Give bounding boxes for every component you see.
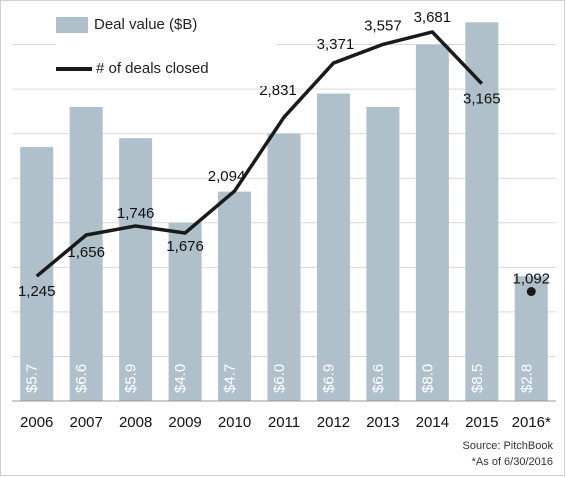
bar-label-2006: $5.7 (24, 364, 41, 393)
line-label-2006: 1,245 (18, 283, 56, 300)
line-label-2016*: 1,092 (512, 271, 550, 288)
legend-swatch-line (56, 66, 92, 71)
bar-2014 (415, 44, 449, 402)
bar-2009 (168, 222, 202, 401)
bar-2011 (267, 133, 301, 401)
line-label-2008: 1,746 (117, 205, 155, 222)
x-tick-label-2006: 2006 (20, 414, 53, 431)
legend-item-deal-value: Deal value ($B) (56, 16, 197, 33)
line-label-2011: 2,831 (259, 82, 297, 99)
x-tick-label-2012: 2012 (317, 414, 350, 431)
bar-label-2012: $6.9 (320, 364, 337, 393)
bar-label-2010: $4.7 (222, 364, 239, 393)
bar-2013 (366, 106, 400, 401)
asof-note: *As of 6/30/2016 (471, 456, 553, 468)
bar-label-2007: $6.6 (73, 364, 90, 393)
line-label-2010: 2,094 (208, 168, 246, 185)
x-tick-label-2010: 2010 (218, 414, 251, 431)
x-tick-label-2011: 2011 (268, 414, 300, 431)
bar-2010 (218, 191, 252, 401)
bar-label-2015: $8.5 (469, 364, 486, 393)
x-tick-label-2008: 2008 (119, 414, 152, 431)
x-tick-label-2016*: 2016* (512, 414, 551, 431)
bar-2008 (119, 138, 153, 401)
bar-label-2016*: $2.8 (518, 364, 535, 393)
x-tick-label-2014: 2014 (416, 414, 449, 431)
legend-item-deals-closed: # of deals closed (56, 60, 209, 77)
legend-label-deals-closed: # of deals closed (96, 60, 209, 77)
legend-label-deal-value: Deal value ($B) (94, 16, 198, 33)
source-note: Source: PitchBook (462, 440, 554, 452)
line-label-2012: 3,371 (317, 36, 355, 53)
bar-label-2011: $6.0 (271, 364, 288, 393)
line-label-2014: 3,681 (414, 9, 452, 26)
bar-2012 (316, 93, 350, 402)
bar-label-2008: $5.9 (123, 364, 140, 393)
line-label-2015: 3,165 (463, 91, 501, 108)
line-label-2009: 1,676 (166, 238, 204, 255)
bar-label-2014: $8.0 (419, 364, 436, 393)
bar-2016* (514, 276, 548, 401)
x-tick-label-2013: 2013 (366, 414, 399, 431)
line-label-2013: 3,557 (364, 17, 402, 34)
x-tick-label-2009: 2009 (168, 414, 201, 431)
bar-2007 (69, 106, 103, 401)
deals-closed-dot-2016 (526, 287, 536, 297)
x-tick-label-2015: 2015 (465, 414, 498, 431)
bar-label-2009: $4.0 (172, 364, 189, 393)
bar-label-2013: $6.6 (370, 364, 387, 393)
legend: Deal value ($B) # of deals closed (56, 14, 276, 86)
deals-closed-line (35, 30, 484, 278)
bar-2015 (465, 22, 499, 402)
x-tick-label-2007: 2007 (69, 414, 102, 431)
line-label-2007: 1,656 (67, 244, 105, 261)
legend-swatch-bar (56, 16, 88, 33)
